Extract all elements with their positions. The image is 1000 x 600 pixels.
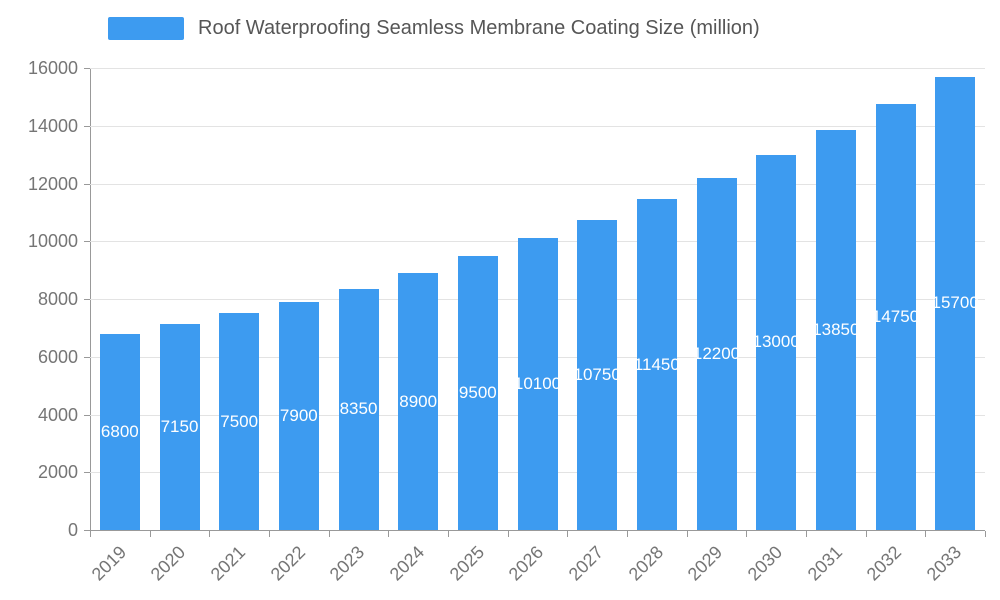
x-axis-tick [686, 531, 688, 537]
x-axis-tick [925, 531, 927, 537]
legend[interactable]: Roof Waterproofing Seamless Membrane Coa… [108, 17, 760, 40]
x-axis-tick [627, 531, 628, 537]
y-axis-tick [84, 299, 90, 300]
x-axis-label: 2033 [922, 542, 966, 585]
x-axis-label: 2020 [147, 542, 190, 585]
plot-area: 6800 7150 7500 7900 8350 8900 9500 10100 10750 11… [84, 68, 986, 537]
x-axis-label: 2031 [803, 542, 846, 585]
bar-2030 [756, 154, 797, 530]
x-axis-tick [328, 531, 330, 537]
x-axis-label: 2019 [87, 542, 130, 585]
x-axis-label: 2026 [505, 542, 548, 585]
x-axis-tick [865, 531, 867, 537]
bar-value-label: 10100 [513, 374, 562, 394]
bar-2026 [517, 238, 558, 530]
bar-2031 [815, 130, 856, 530]
x-axis-tick [388, 531, 390, 537]
x-axis-label: 2023 [326, 542, 369, 585]
x-axis-tick [806, 531, 807, 537]
bar-value-label: 11450 [633, 354, 680, 374]
y-axis-tick [84, 183, 90, 185]
bar-value-label: 10750 [573, 364, 621, 384]
y-axis-label: 2000 [37, 462, 78, 483]
legend-label: Roof Waterproofing Seamless Membrane Coa… [198, 17, 760, 39]
x-axis-tick [507, 531, 509, 537]
y-axis-tick [84, 530, 90, 531]
x-axis-tick [448, 531, 449, 537]
gridline [90, 125, 985, 127]
bar-2024 [398, 273, 439, 530]
y-axis-label: 16000 [27, 58, 78, 78]
x-axis-label: 2029 [684, 542, 727, 585]
bar-2021 [219, 313, 260, 530]
bar-value-label: 7150 [160, 416, 199, 436]
y-axis-tick [84, 125, 90, 127]
y-axis-tick [84, 472, 90, 474]
y-axis-label: 12000 [27, 173, 78, 194]
x-axis-tick [90, 531, 91, 537]
x-axis-tick [209, 531, 211, 537]
bar-value-label: 15700 [931, 293, 979, 313]
legend-swatch [108, 17, 184, 40]
x-axis-label: 2032 [863, 542, 906, 585]
y-axis-label: 4000 [37, 404, 78, 425]
bar-value-label: 13850 [812, 320, 860, 340]
bar-value-label: 6800 [100, 421, 139, 441]
y-axis-tick [84, 356, 90, 358]
gridline [90, 183, 985, 185]
bar-value-label: 8350 [339, 399, 378, 419]
bar-2023 [338, 288, 379, 530]
bar-2027 [577, 219, 618, 530]
x-axis-label: 2028 [624, 542, 667, 585]
bar-2022 [278, 301, 319, 530]
x-axis-label: 2022 [266, 542, 309, 585]
bar-value-label: 9500 [458, 382, 497, 402]
bar-value-label: 12200 [692, 343, 741, 363]
bar-2020 [159, 323, 200, 530]
x-axis-line [90, 530, 985, 531]
x-axis-label: 2021 [206, 542, 250, 585]
x-axis-label: 2027 [564, 542, 608, 585]
y-axis-tick [84, 241, 90, 243]
bar-2033 [935, 76, 976, 530]
y-axis-tick [84, 68, 90, 69]
y-axis-label: 0 [67, 520, 78, 540]
bar-2019 [99, 333, 140, 530]
y-axis-tick [84, 414, 90, 416]
bar-value-label: 7900 [279, 405, 318, 425]
x-axis-label: 2024 [385, 542, 429, 585]
y-axis-label: 10000 [27, 231, 78, 252]
y-axis-label: 14000 [27, 115, 78, 136]
bar-2028 [636, 199, 677, 530]
y-axis-label: 8000 [37, 289, 78, 309]
x-axis-tick [985, 531, 986, 537]
y-axis-label: 6000 [37, 346, 78, 367]
x-axis-label: 2030 [743, 542, 787, 585]
bar-2025 [457, 255, 498, 530]
x-axis-tick [567, 531, 569, 537]
bar-value-label: 8900 [399, 391, 438, 411]
x-axis-label: 2025 [445, 542, 488, 585]
bar-value-label: 7500 [220, 411, 259, 431]
bar-2032 [875, 104, 916, 530]
bar-2029 [696, 177, 737, 530]
x-axis-tick [149, 531, 151, 537]
x-axis-tick [269, 531, 270, 537]
x-axis-tick [746, 531, 748, 537]
bar-value-label: 14750 [871, 307, 920, 327]
bar-value-label: 13000 [752, 332, 800, 352]
gridline [90, 68, 985, 69]
